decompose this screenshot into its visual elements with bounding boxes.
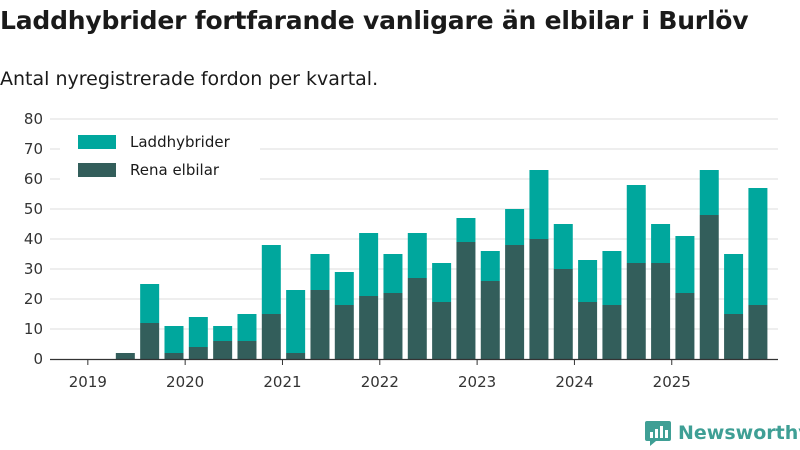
bar-hybrid-21 <box>578 260 598 302</box>
bar-hybrid-12 <box>359 233 379 296</box>
chart-legend: Laddhybrider Rena elbilar <box>60 133 260 181</box>
bar-hybrid-25 <box>675 236 695 293</box>
y-tick-label: 0 <box>33 350 43 368</box>
bar-hybrid-26 <box>699 170 719 215</box>
bar-hybrid-14 <box>407 233 427 278</box>
bar-hybrid-10 <box>310 254 330 290</box>
bar-electric-18 <box>505 245 525 359</box>
bar-hybrid-22 <box>602 251 622 305</box>
bar-electric-20 <box>553 269 573 359</box>
bar-electric-2 <box>115 353 135 359</box>
bar-electric-28 <box>748 305 768 359</box>
legend-label: Laddhybrider <box>130 133 231 151</box>
bar-hybrid-5 <box>188 317 208 347</box>
bar-hybrid-15 <box>432 263 452 302</box>
x-tick-label: 2020 <box>166 373 204 391</box>
bar-hybrid-16 <box>456 218 476 242</box>
bar-hybrid-19 <box>529 170 549 239</box>
bar-electric-25 <box>675 293 695 359</box>
bar-hybrid-27 <box>724 254 744 314</box>
bar-electric-16 <box>456 242 476 359</box>
newsworthy-logo-icon <box>645 421 671 446</box>
bar-hybrid-28 <box>748 188 768 305</box>
bar-electric-15 <box>432 302 452 359</box>
y-tick-label: 70 <box>24 140 43 158</box>
bar-hybrid-7 <box>237 314 257 341</box>
chart-title: Laddhybrider fortfarande vanligare än el… <box>0 6 749 35</box>
y-tick-label: 20 <box>24 290 43 308</box>
bar-hybrid-4 <box>164 326 184 353</box>
bar-hybrid-11 <box>334 272 354 305</box>
bar-electric-5 <box>188 347 208 359</box>
x-tick-label: 2022 <box>361 373 399 391</box>
bar-electric-27 <box>724 314 744 359</box>
bar-electric-12 <box>359 296 379 359</box>
bar-electric-17 <box>480 281 500 359</box>
bar-electric-9 <box>286 353 306 359</box>
x-tick-label: 2025 <box>653 373 691 391</box>
y-tick-label: 80 <box>24 110 43 128</box>
bar-electric-7 <box>237 341 257 359</box>
bar-electric-26 <box>699 215 719 359</box>
bar-electric-8 <box>261 314 281 359</box>
bar-electric-21 <box>578 302 598 359</box>
bar-hybrid-23 <box>626 185 646 263</box>
bar-hybrid-24 <box>651 224 671 263</box>
bar-hybrid-9 <box>286 290 306 353</box>
x-tick-label: 2019 <box>69 373 107 391</box>
y-tick-label: 10 <box>24 320 43 338</box>
legend-label: Rena elbilar <box>130 161 220 179</box>
bar-hybrid-8 <box>261 245 281 314</box>
bar-electric-22 <box>602 305 622 359</box>
chart-subtitle: Antal nyregistrerade fordon per kvartal. <box>0 68 379 90</box>
y-tick-label: 40 <box>24 230 43 248</box>
legend-swatch-hybrid <box>78 135 116 149</box>
bar-electric-11 <box>334 305 354 359</box>
bar-hybrid-6 <box>213 326 233 341</box>
x-tick-label: 2024 <box>555 373 593 391</box>
newsworthy-logo: Newsworthy <box>644 419 800 447</box>
legend-swatch-electric <box>78 163 116 177</box>
bar-electric-14 <box>407 278 427 359</box>
bar-electric-23 <box>626 263 646 359</box>
bar-electric-24 <box>651 263 671 359</box>
y-tick-label: 30 <box>24 260 43 278</box>
bar-hybrid-20 <box>553 224 573 269</box>
bar-electric-19 <box>529 239 549 359</box>
bar-hybrid-13 <box>383 254 403 293</box>
bar-hybrid-18 <box>505 209 525 245</box>
y-tick-label: 60 <box>24 170 43 188</box>
bar-hybrid-17 <box>480 251 500 281</box>
bar-electric-13 <box>383 293 403 359</box>
bar-hybrid-3 <box>140 284 160 323</box>
bar-electric-10 <box>310 290 330 359</box>
x-tick-label: 2023 <box>458 373 496 391</box>
x-tick-label: 2021 <box>263 373 301 391</box>
bar-electric-4 <box>164 353 184 359</box>
bar-electric-6 <box>213 341 233 359</box>
newsworthy-logo-text: Newsworthy <box>678 422 800 444</box>
y-tick-label: 50 <box>24 200 43 218</box>
bar-electric-3 <box>140 323 160 359</box>
